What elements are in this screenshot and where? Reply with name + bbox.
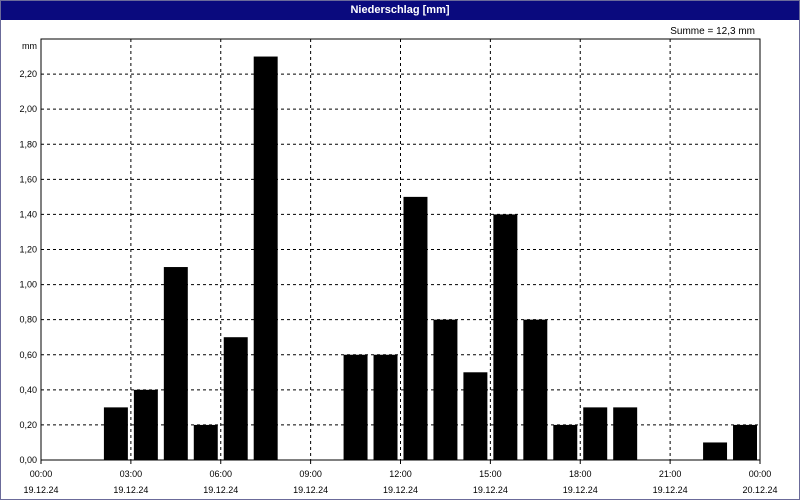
x-tick-date: 19.12.24 <box>383 485 418 495</box>
bar <box>553 424 578 460</box>
x-tick-date: 19.12.24 <box>653 485 688 495</box>
y-tick-label: 2,20 <box>19 69 37 79</box>
x-tick-time: 00:00 <box>30 469 53 479</box>
y-tick-label: 0,20 <box>19 420 37 430</box>
bar <box>163 267 188 460</box>
x-tick-date: 19.12.24 <box>203 485 238 495</box>
bar <box>583 407 608 460</box>
bar <box>703 442 728 460</box>
x-tick-time: 15:00 <box>479 469 502 479</box>
x-tick-date: 19.12.24 <box>563 485 598 495</box>
bar <box>133 389 158 460</box>
y-tick-label: 0,40 <box>19 385 37 395</box>
x-tick-time: 03:00 <box>120 469 143 479</box>
y-tick-label: 1,60 <box>19 174 37 184</box>
x-tick-time: 00:00 <box>749 469 772 479</box>
x-tick-date: 19.12.24 <box>293 485 328 495</box>
x-tick-time: 09:00 <box>299 469 322 479</box>
bar <box>433 319 458 460</box>
bar <box>343 354 368 460</box>
x-tick-time: 21:00 <box>659 469 682 479</box>
x-tick-time: 06:00 <box>209 469 232 479</box>
bar <box>613 407 638 460</box>
x-tick-date: 19.12.24 <box>113 485 148 495</box>
y-tick-label: 1,00 <box>19 280 37 290</box>
y-tick-label: 0,80 <box>19 315 37 325</box>
bar <box>403 196 428 460</box>
bar <box>523 319 548 460</box>
bar <box>253 56 278 461</box>
x-tick-date: 19.12.24 <box>23 485 58 495</box>
y-tick-label: 1,40 <box>19 209 37 219</box>
bar <box>493 214 518 460</box>
y-tick-label: 1,20 <box>19 245 37 255</box>
x-tick-time: 12:00 <box>389 469 412 479</box>
x-tick-date: 19.12.24 <box>473 485 508 495</box>
y-tick-label: 0,00 <box>19 455 37 465</box>
bar <box>463 372 488 460</box>
bar <box>733 424 758 460</box>
y-tick-label: 0,60 <box>19 350 37 360</box>
y-axis-label: mm <box>22 41 37 51</box>
bar <box>373 354 398 460</box>
bar <box>223 337 248 460</box>
y-tick-label: 2,00 <box>19 104 37 114</box>
bar <box>193 424 218 460</box>
x-tick-time: 18:00 <box>569 469 592 479</box>
bar <box>103 407 128 460</box>
sum-label: Summe = 12,3 mm <box>670 26 755 37</box>
y-tick-label: 1,80 <box>19 139 37 149</box>
window-title: Niederschlag [mm] <box>1 1 799 20</box>
x-tick-date: 20.12.24 <box>742 485 777 495</box>
